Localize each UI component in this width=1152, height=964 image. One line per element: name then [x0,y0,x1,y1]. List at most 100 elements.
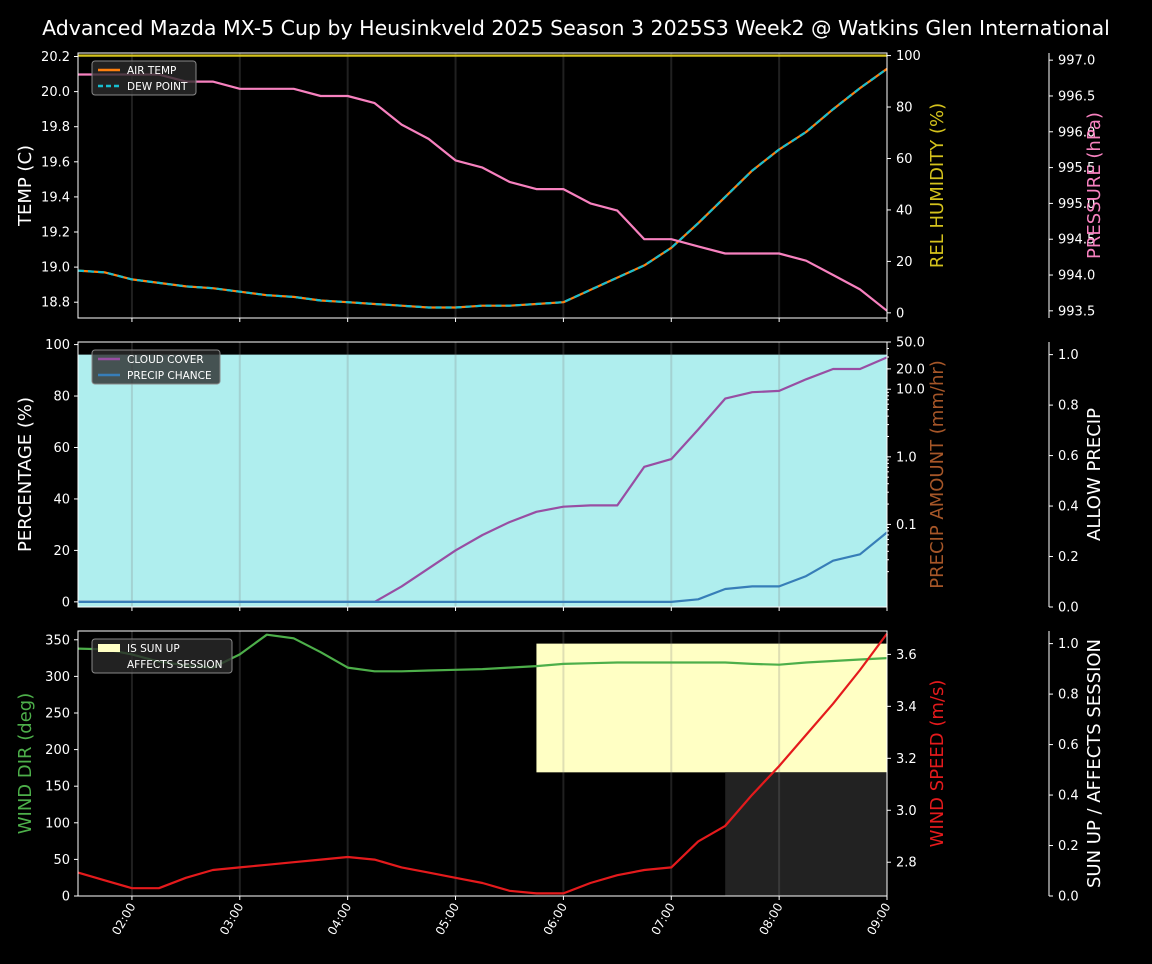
right-axis-label: WIND SPEED (m/s) [927,680,948,848]
legend-label: AIR TEMP [127,65,176,77]
y-tick-label: 150 [45,780,70,795]
y-tick-label: 18.8 [41,296,70,311]
offset-tick-label: 0.8 [1058,688,1079,703]
left-axis-label: TEMP (C) [15,145,36,227]
legend: IS SUN UP AFFECTS SESSION [91,638,233,674]
y-tick-label: 300 [45,670,70,685]
y-tick-label: 80 [53,390,70,405]
y-tick-label: 40 [53,492,70,507]
right-tick-label: 2.8 [896,856,917,871]
x-tick-label: 02:00 [109,901,138,938]
right-tick-label: 3.2 [896,752,917,767]
panel-wind: 0 50 100 150 200 250 300 350 WIND DIR (deg) 2.8 3.… [15,630,1105,938]
x-tick-label: 09:00 [864,901,893,938]
y-tick-label: 0 [62,595,70,610]
right-tick-label: 3.6 [896,648,917,663]
y-tick-label: 19.2 [41,226,70,241]
offset-axis-label: SUN UP / AFFECTS SESSION [1084,639,1105,888]
affects-session-region [725,772,887,896]
left-axis-label: WIND DIR (deg) [15,693,36,835]
legend-swatch [98,644,120,652]
x-tick-label: 04:00 [325,901,354,938]
pressure-line [78,73,888,312]
right-tick-label: 20 [896,255,913,270]
right-axis-label: PRECIP AMOUNT (mm/hr) [927,360,948,589]
right-tick-label: 50.0 [896,336,925,351]
x-tick-label: 08:00 [756,901,785,938]
y-tick-label: 19.8 [41,120,70,135]
right-tick-label: 3.0 [896,804,917,819]
y-tick-label: 20.0 [41,85,70,100]
y-tick-label: 19.6 [41,155,70,170]
offset-tick-label: 1.0 [1058,637,1079,652]
legend-box [91,349,221,385]
precip-chance-line [78,531,888,604]
plot-area [78,53,887,318]
x-tick-label: 03:00 [217,901,246,938]
plot-frame [77,341,888,608]
offset-tick-label: 997.0 [1058,54,1095,69]
offset-tick-label: 0.6 [1058,738,1079,753]
dew-point-line [77,67,888,309]
y-tick-label: 19.0 [41,261,70,276]
y-tick-label: 200 [45,743,70,758]
offset-tick-label: 996.5 [1058,89,1095,104]
offset-tick-label: 994.0 [1058,269,1095,284]
legend-label: DEW POINT [127,81,188,93]
y-tick-label: 350 [45,633,70,648]
offset-tick-label: 994.5 [1058,233,1095,248]
y-tick-label: 50 [53,853,70,868]
legend-label: CLOUD COVER [127,354,204,366]
wind-speed-line [77,632,888,895]
y-tick-label: 250 [45,706,70,721]
offset-tick-label: 995.5 [1058,161,1095,176]
offset-axis-label: ALLOW PRECIP [1084,408,1105,541]
allow-precip-fill [78,354,887,607]
right-tick-label: 1.0 [896,450,917,465]
right-tick-label: 3.4 [896,700,917,715]
legend-swatch [98,660,120,668]
right-tick-label: 20.0 [896,362,925,377]
legend: CLOUD COVER PRECIP CHANCE [91,349,221,385]
offset-tick-label: 993.5 [1058,304,1095,319]
offset-tick-label: 0.0 [1058,601,1079,616]
y-tick-label: 20 [53,544,70,559]
panel-precipitation: 0 20 40 60 80 100 PERCENTAGE (%) 0.1 1.0 10.0 20.0… [15,336,1105,616]
x-tick-label: 06:00 [541,901,570,938]
chart-title: Advanced Mazda MX-5 Cup by Heusinkveld 2… [42,16,1110,40]
legend-label: AFFECTS SESSION [127,659,223,671]
offset-tick-label: 0.8 [1058,399,1079,414]
y-tick-label: 60 [53,441,70,456]
y-tick-label: 0 [62,890,70,905]
y-tick-label: 20.2 [41,50,70,65]
offset-tick-label: 1.0 [1058,348,1079,363]
offset-tick-label: 0.2 [1058,550,1079,565]
y-tick-label: 19.4 [41,190,70,205]
offset-tick-label: 0.4 [1058,500,1079,515]
legend-label: PRECIP CHANCE [127,370,212,382]
right-tick-label: 80 [896,101,913,116]
right-tick-label: 40 [896,203,913,218]
left-axis-label: PERCENTAGE (%) [15,397,36,552]
legend-box [91,638,233,674]
offset-tick-label: 0.0 [1058,890,1079,905]
right-tick-label: 0 [896,306,904,321]
right-tick-label: 10.0 [896,383,925,398]
right-tick-label: 100 [896,49,921,64]
offset-axis-label: PRESSURE (hPa) [1084,112,1105,259]
legend-label: IS SUN UP [127,643,180,655]
right-axis-label: REL HUMIDITY (%) [927,103,948,268]
offset-tick-label: 996.0 [1058,125,1095,140]
x-tick-label: 05:00 [433,901,462,938]
panel-temperature: 18.8 19.0 19.2 19.4 19.6 19.8 20.0 20.2 TEMP (C)… [15,49,1105,322]
legend: AIR TEMP DEW POINT [91,60,197,96]
right-tick-label: 0.1 [896,518,917,533]
plot-frame [77,630,888,897]
offset-tick-label: 995.0 [1058,197,1095,212]
right-tick-label: 60 [896,152,913,167]
x-tick-label: 07:00 [648,901,677,938]
offset-tick-label: 0.6 [1058,449,1079,464]
offset-tick-label: 0.4 [1058,789,1079,804]
